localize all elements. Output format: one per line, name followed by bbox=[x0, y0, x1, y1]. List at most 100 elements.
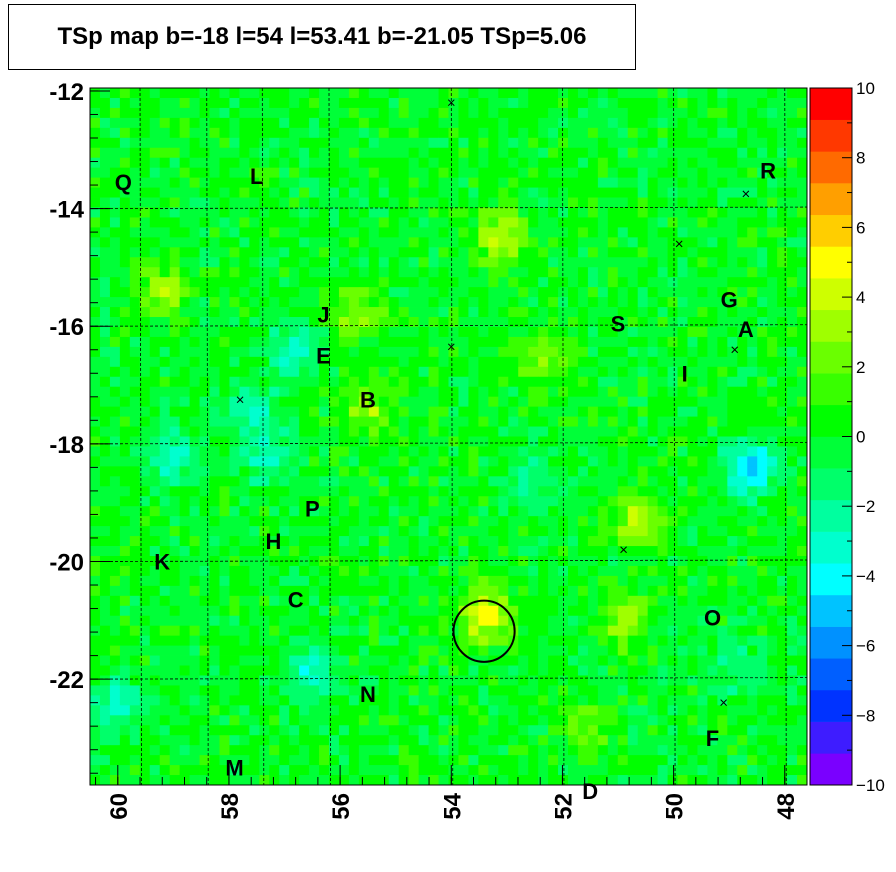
heatmap-cell bbox=[149, 565, 161, 577]
heatmap-cell bbox=[518, 247, 529, 258]
heatmap-cell bbox=[508, 346, 519, 358]
heatmap-cell bbox=[99, 307, 111, 318]
heatmap-cell bbox=[428, 466, 439, 477]
heatmap-cell bbox=[438, 735, 449, 746]
heatmap-cell bbox=[498, 745, 509, 756]
heatmap-cell bbox=[647, 456, 659, 467]
heatmap-cell bbox=[548, 217, 559, 228]
heatmap-cell bbox=[109, 107, 121, 119]
heatmap-cell bbox=[667, 307, 678, 318]
heatmap-cell bbox=[408, 685, 420, 696]
heatmap-cell bbox=[239, 685, 250, 696]
heatmap-cell bbox=[667, 705, 678, 716]
heatmap-cell bbox=[99, 207, 111, 218]
heatmap-cell bbox=[119, 237, 131, 248]
heatmap-cell bbox=[209, 546, 220, 557]
heatmap-cell bbox=[368, 635, 380, 646]
heatmap-cell bbox=[568, 546, 579, 557]
heatmap-cell bbox=[139, 536, 151, 547]
heatmap-cell bbox=[179, 187, 190, 198]
heatmap-cell bbox=[219, 267, 230, 278]
heatmap-cell bbox=[329, 775, 340, 786]
heatmap-cell bbox=[418, 127, 429, 139]
heatmap-cell bbox=[468, 177, 479, 188]
heatmap-cell bbox=[279, 317, 290, 328]
heatmap-cell bbox=[368, 516, 380, 527]
heatmap-cell bbox=[677, 396, 688, 408]
heatmap-cell bbox=[319, 476, 330, 487]
heatmap-cell bbox=[777, 237, 788, 248]
heatmap-cell bbox=[428, 685, 439, 696]
heatmap-cell bbox=[637, 605, 649, 617]
heatmap-cell bbox=[478, 426, 489, 437]
heatmap-cell bbox=[249, 336, 260, 348]
heatmap-cell bbox=[568, 147, 579, 159]
heatmap-cell bbox=[149, 595, 161, 607]
heatmap-cell bbox=[189, 645, 200, 656]
heatmap-cell bbox=[279, 585, 290, 597]
heatmap-cell bbox=[597, 247, 609, 258]
heatmap-cell bbox=[528, 147, 539, 159]
heatmap-cell bbox=[568, 207, 579, 218]
heatmap-cell bbox=[468, 745, 479, 756]
heatmap-cell bbox=[249, 446, 260, 457]
heatmap-cell bbox=[777, 197, 788, 208]
heatmap-cell bbox=[448, 187, 459, 198]
heatmap-cell bbox=[199, 396, 210, 408]
heatmap-cell bbox=[737, 675, 748, 686]
heatmap-cell bbox=[458, 715, 469, 726]
heatmap-cell bbox=[717, 526, 728, 537]
heatmap-cell bbox=[90, 127, 101, 139]
heatmap-cell bbox=[249, 695, 260, 706]
heatmap-cell bbox=[388, 675, 400, 686]
heatmap-cell bbox=[518, 695, 529, 706]
heatmap-cell bbox=[299, 366, 310, 378]
heatmap-cell bbox=[528, 277, 539, 288]
heatmap-cell bbox=[777, 635, 788, 646]
heatmap-cell bbox=[279, 486, 290, 497]
heatmap-cell bbox=[687, 197, 698, 208]
heatmap-cell bbox=[259, 177, 270, 188]
heatmap-cell bbox=[737, 496, 748, 507]
heatmap-cell bbox=[129, 237, 141, 248]
heatmap-cell bbox=[657, 167, 668, 179]
heatmap-cell bbox=[129, 456, 141, 467]
heatmap-cell bbox=[577, 247, 589, 258]
heatmap-cell bbox=[568, 725, 579, 736]
heatmap-cell bbox=[129, 326, 141, 338]
heatmap-cell bbox=[697, 356, 708, 368]
heatmap-cell bbox=[568, 217, 579, 228]
heatmap-cell bbox=[558, 406, 569, 417]
heatmap-cell bbox=[239, 516, 250, 527]
heatmap-cell bbox=[209, 187, 220, 198]
heatmap-cell bbox=[548, 645, 559, 656]
heatmap-cell bbox=[249, 625, 260, 637]
heatmap-cell bbox=[249, 137, 260, 149]
heatmap-cell bbox=[797, 366, 808, 378]
heatmap-cell bbox=[269, 277, 280, 288]
heatmap-cell bbox=[99, 506, 111, 517]
heatmap-cell bbox=[259, 257, 270, 268]
heatmap-cell bbox=[528, 217, 539, 228]
heatmap-cell bbox=[767, 516, 778, 527]
heatmap-cell bbox=[368, 237, 380, 248]
heatmap-cell bbox=[458, 267, 469, 278]
heatmap-cell bbox=[219, 287, 230, 298]
heatmap-cell bbox=[149, 237, 161, 248]
heatmap-cell bbox=[109, 565, 121, 577]
heatmap-cell bbox=[388, 356, 400, 368]
heatmap-cell bbox=[109, 705, 121, 716]
heatmap-cell bbox=[767, 237, 778, 248]
heatmap-cell bbox=[607, 88, 619, 99]
heatmap-cell bbox=[677, 635, 688, 646]
heatmap-cell bbox=[627, 705, 639, 716]
heatmap-cell bbox=[627, 406, 639, 417]
heatmap-cell bbox=[299, 207, 310, 218]
heatmap-cell bbox=[408, 157, 420, 169]
heatmap-cell bbox=[159, 326, 171, 338]
heatmap-cell bbox=[169, 575, 181, 587]
heatmap-cell bbox=[717, 615, 728, 627]
heatmap-cell bbox=[737, 147, 748, 159]
heatmap-cell bbox=[777, 575, 788, 587]
heatmap-cell bbox=[368, 555, 380, 567]
